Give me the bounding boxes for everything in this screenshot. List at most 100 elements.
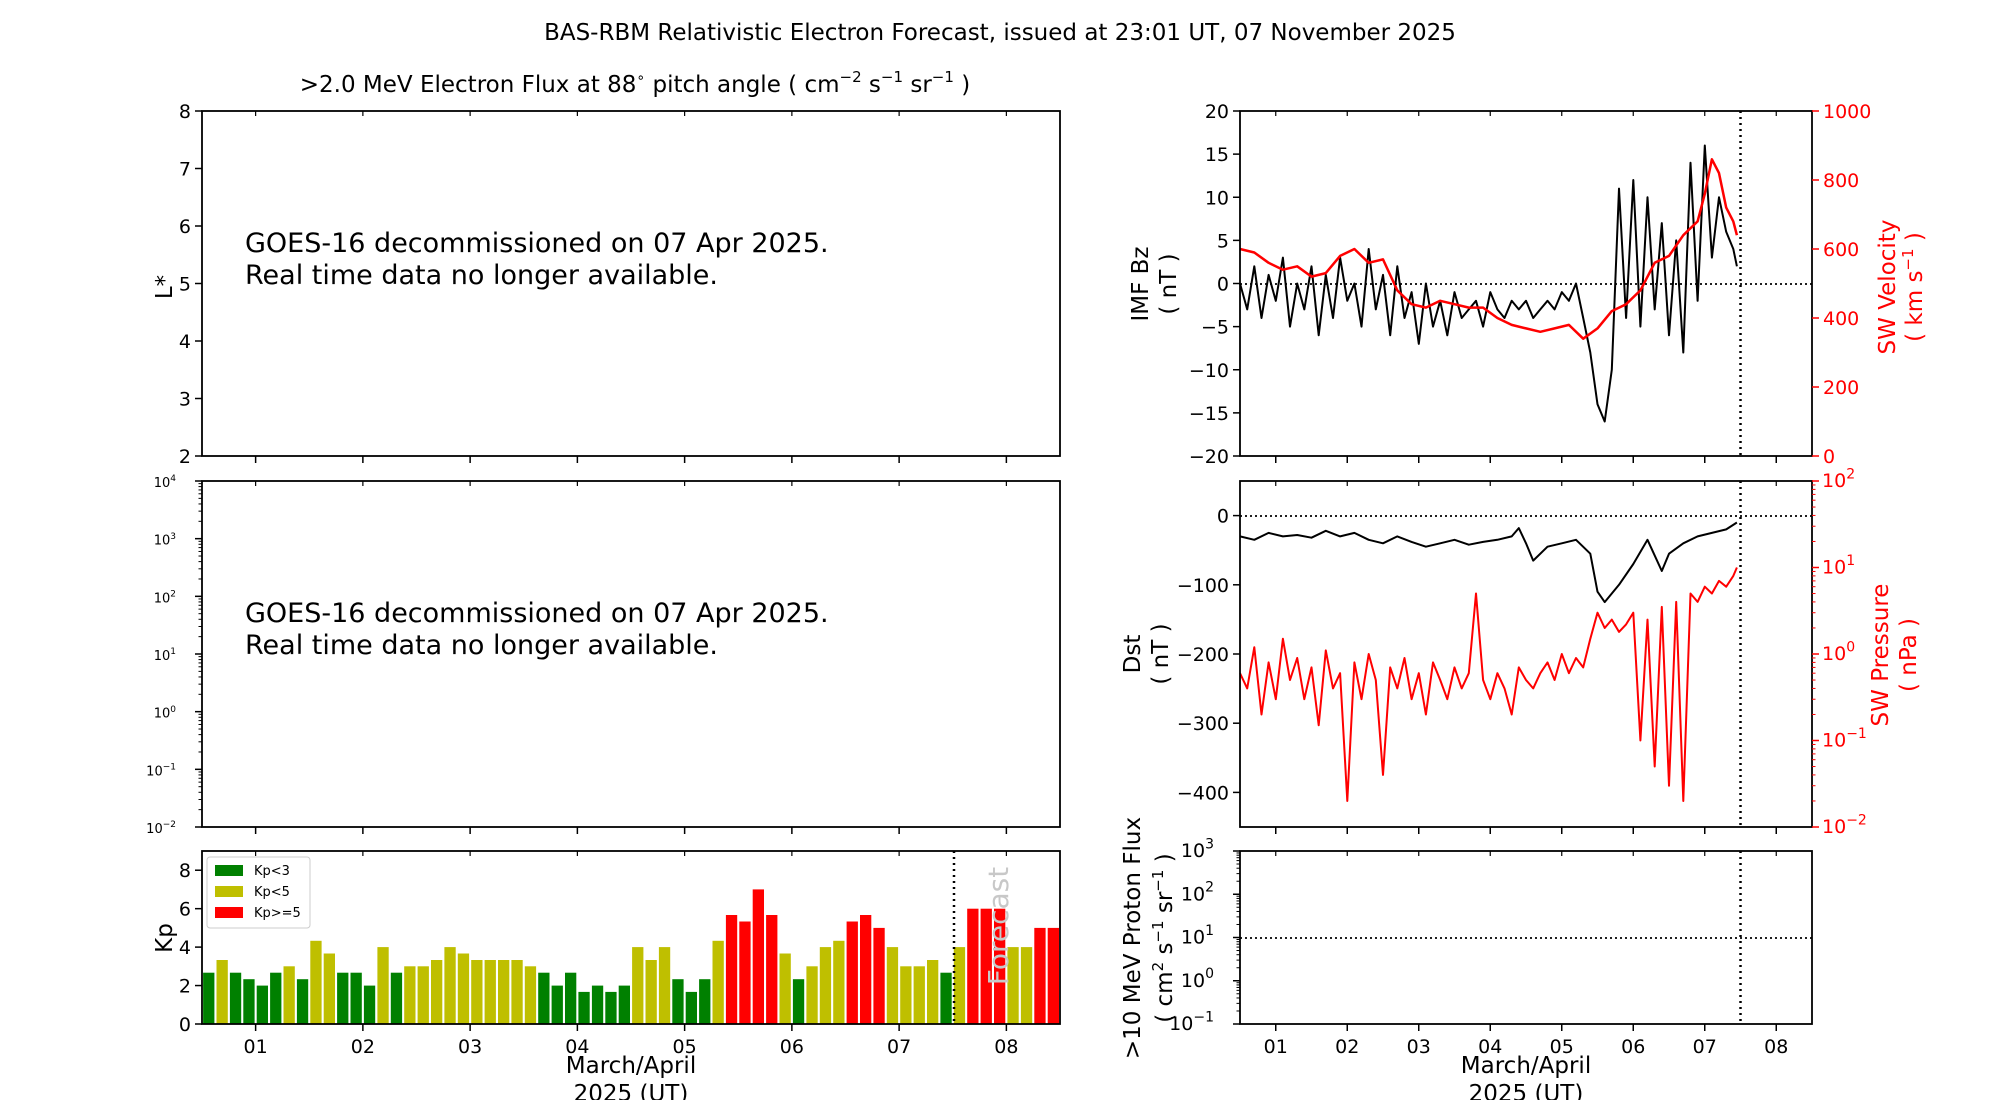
- proton-ylabel: >10 MeV Proton Flux: [1120, 817, 1146, 1059]
- kp-bar: [431, 960, 443, 1024]
- kp-bar: [256, 985, 268, 1024]
- kp-yticks-label: 6: [179, 899, 191, 921]
- kp-bar: [524, 966, 537, 1024]
- dst_pressure-yticks-label: −100: [1177, 575, 1229, 597]
- flux-yticks-label: 10−2: [146, 820, 176, 837]
- kp-axes-frame: [201, 850, 1061, 1025]
- proton-ylabel-unit: ( cm2 s−1 sr−1 ): [1149, 853, 1178, 1022]
- lstar-yticks-label: 2: [179, 446, 191, 468]
- dst_pressure-y2ticks-label: 102: [1822, 466, 1855, 492]
- kp-bar: [337, 972, 349, 1024]
- kp-bar: [578, 991, 590, 1024]
- proton-xtick-label: 07: [1693, 1036, 1717, 1058]
- kp-bar: [390, 972, 403, 1024]
- proton-yticks-label: 103: [1181, 836, 1214, 862]
- kp-bar: [605, 991, 617, 1024]
- kp-bar: [551, 985, 563, 1024]
- dst_pressure-yticks-label: 0: [1217, 506, 1229, 528]
- imf-bz-line: [1239, 144, 1738, 423]
- proton-xtick-label: 05: [1550, 1036, 1574, 1058]
- proton-xtick-label: 01: [1264, 1036, 1288, 1058]
- imf_sw-yticks-label: 10: [1205, 187, 1229, 209]
- kp-bar: [538, 972, 550, 1024]
- proton-yticks-label: 101: [1181, 923, 1214, 949]
- kp-bar: [203, 972, 215, 1024]
- kp-bar: [645, 960, 657, 1024]
- imf_sw-y2ticks-label: 200: [1823, 377, 1859, 399]
- flux-yticks-label: 10−1: [146, 762, 176, 779]
- kp-bar: [873, 927, 885, 1024]
- proton-xlabel-line1: March/April: [1461, 1053, 1591, 1079]
- kp-bar: [940, 972, 952, 1024]
- kp-yticks-label: 8: [179, 860, 191, 882]
- kp-bar: [739, 921, 751, 1024]
- dst_pressure-y2ticks-label: 100: [1822, 639, 1855, 665]
- kp-bar: [833, 940, 845, 1024]
- kp-bar: [229, 972, 242, 1024]
- kp-bar: [819, 947, 832, 1024]
- kp-bar: [591, 985, 604, 1024]
- lstar-yticks-label: 8: [179, 101, 191, 123]
- proton-xlabel-line2: 2025 (UT): [1469, 1081, 1584, 1100]
- kp-bar: [350, 972, 362, 1024]
- kp-xtick-label: 04: [565, 1036, 589, 1058]
- lstar-notice-line2: Real time data no longer available.: [245, 260, 718, 291]
- lstar-yticks-label: 3: [179, 389, 191, 411]
- kp-bar: [913, 966, 925, 1024]
- kp-bar: [484, 960, 496, 1024]
- lstar-notice-line1: GOES-16 decommissioned on 07 Apr 2025.: [245, 228, 829, 259]
- kp-bar: [1047, 927, 1059, 1024]
- kp-bar: [1007, 947, 1019, 1024]
- dst_pressure-y2ticks-label: 10−1: [1822, 726, 1867, 752]
- kp-bar: [806, 966, 818, 1024]
- imf_sw-yticks-label: 15: [1205, 144, 1229, 166]
- kp-xtick-label: 02: [351, 1036, 375, 1058]
- dst_pressure-yticks-label: −300: [1177, 713, 1229, 735]
- imf-panel: −20 −15 −10 −5 0 5 10 15 20 0 200 400 600 800 1000 IM…: [1128, 101, 1928, 468]
- dst_pressure-yticks-label: −200: [1177, 644, 1229, 666]
- lstar-yticks-label: 7: [179, 159, 191, 181]
- imf_sw-yticks-label: −15: [1189, 403, 1229, 425]
- flux-yticks-label: 102: [154, 589, 176, 606]
- dst-ylabel: Dst: [1120, 635, 1146, 674]
- kp-forecast-label: Forecast: [982, 867, 1015, 986]
- proton-xtick-label: 06: [1621, 1036, 1645, 1058]
- lstar-yticks-label: 6: [179, 216, 191, 238]
- kp-xlabel-line2: 2025 (UT): [574, 1081, 689, 1100]
- kp-bar: [886, 947, 899, 1024]
- imf_sw-y2ticks-label: 400: [1823, 308, 1859, 330]
- sw-pressure-unit: ( nPa ): [1896, 618, 1922, 692]
- kp-legend-label-low: Kp<3: [254, 864, 290, 879]
- lstar-yticks-label: 4: [179, 331, 191, 353]
- kp-legend-swatch-low: [215, 865, 243, 876]
- kp-bar: [927, 960, 939, 1024]
- kp-yticks-label: 4: [179, 937, 191, 959]
- kp-bar: [1034, 927, 1046, 1024]
- imf_sw-yticks-label: 0: [1217, 274, 1229, 296]
- kp-bar: [270, 972, 282, 1024]
- imf_sw-yticks-label: −5: [1201, 317, 1229, 339]
- proton-xtick-label: 03: [1407, 1036, 1431, 1058]
- kp-bar: [457, 953, 470, 1024]
- kp-bar: [725, 915, 738, 1024]
- proton-xtick-label: 04: [1478, 1036, 1502, 1058]
- imf_sw-yticks-label: 5: [1217, 230, 1229, 252]
- kp-bar: [792, 979, 805, 1024]
- flux-yticks-label: 100: [154, 705, 177, 722]
- flux-yticks-label: 104: [154, 474, 177, 491]
- kp-bar: [363, 985, 376, 1024]
- kp-yticks-label: 0: [179, 1014, 191, 1036]
- kp-bar: [994, 908, 1006, 1024]
- kp-xtick-label: 08: [994, 1036, 1018, 1058]
- kp-bar: [283, 966, 295, 1024]
- kp-bar: [967, 908, 979, 1024]
- kp-legend-swatch-mid: [215, 886, 243, 897]
- kp-bar: [377, 947, 389, 1024]
- kp-xtick-label: 07: [887, 1036, 911, 1058]
- lstar-panel: 2 3 4 5 6 7 8 L* GOES-16 decommissioned on 07 …: [152, 101, 1061, 468]
- kp-xtick-label: 01: [244, 1036, 268, 1058]
- kp-bar: [779, 953, 791, 1024]
